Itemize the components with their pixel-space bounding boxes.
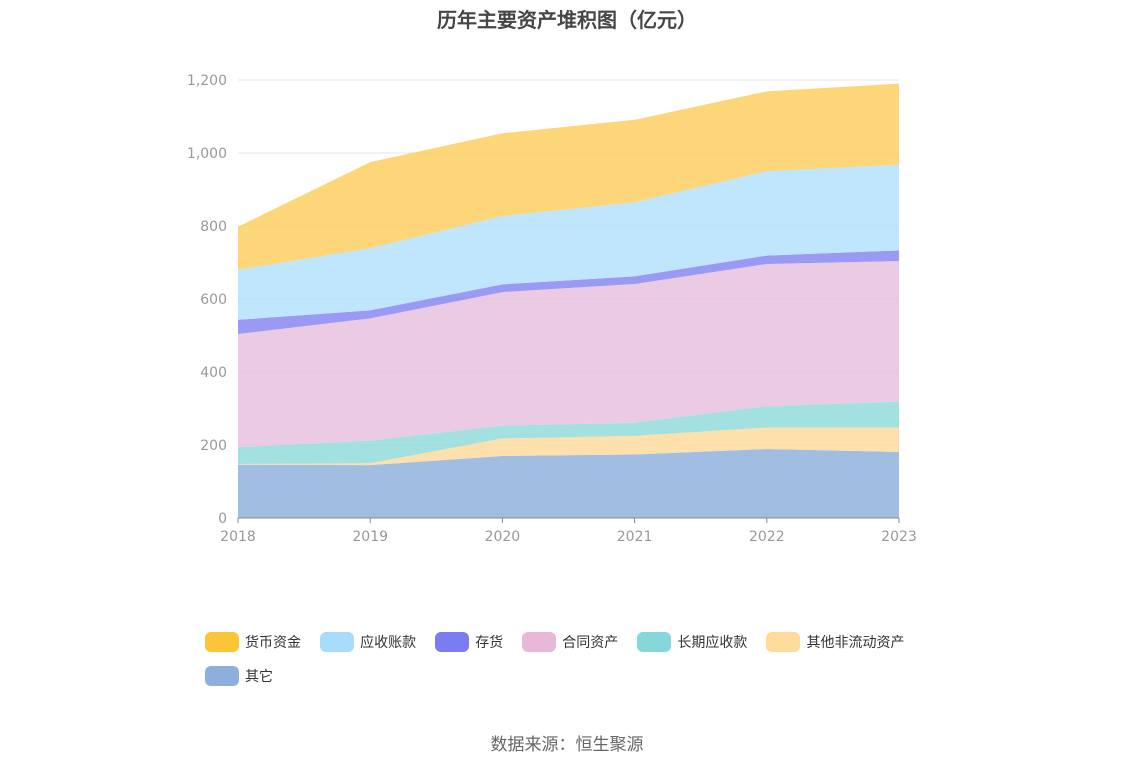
legend-item-contract-assets[interactable]: 合同资产	[522, 630, 618, 654]
area-series-5	[238, 164, 899, 320]
legend-label: 长期应收款	[677, 635, 748, 651]
legend-swatch	[320, 632, 355, 652]
y-tick-label: 0	[218, 511, 227, 527]
data-source: 数据来源：恒生聚源	[490, 735, 644, 755]
legend-swatch	[205, 632, 239, 652]
legend-item-other-noncurrent[interactable]: 其他非流动资产	[766, 630, 904, 654]
x-tick-label: 2020	[485, 529, 521, 545]
legend-label: 存货	[475, 635, 504, 651]
y-tick-label: 1,200	[187, 73, 227, 89]
x-tick-label: 2021	[617, 529, 653, 545]
area-series-2	[238, 401, 899, 464]
legend-swatch	[637, 632, 672, 652]
y-tick-label: 800	[200, 219, 227, 235]
legend-label: 其它	[245, 669, 273, 685]
y-tick-label: 600	[200, 292, 227, 308]
area-series-0	[238, 449, 899, 518]
stacked-area-chart: 0 200 400 600 800 1,000 1,200 2018 2019 2020 2021 2…	[187, 73, 917, 545]
legend: 货币资金 应收账款 存货 合同资产 长期应收款 其他非流动资产 其它	[205, 630, 965, 698]
x-tick-label: 2022	[749, 529, 785, 545]
area-series-3	[238, 261, 899, 448]
y-tick-label: 1,000	[187, 146, 227, 162]
legend-label: 合同资产	[562, 635, 619, 651]
legend-item-inventory[interactable]: 存货	[435, 630, 503, 654]
y-tick-label: 400	[200, 365, 227, 381]
x-tick-label: 2018	[220, 529, 256, 545]
chart-title: 历年主要资产堆积图（亿元）	[437, 8, 697, 32]
legend-item-long-term-receivables[interactable]: 长期应收款	[637, 630, 747, 654]
legend-item-cash[interactable]: 货币资金	[205, 630, 301, 654]
x-tick-label: 2023	[881, 529, 917, 545]
axis-layer: 0 200 400 600 800 1,000 1,200 2018 2019 2020 2021 2…	[187, 73, 917, 545]
area-series-6	[238, 83, 899, 270]
legend-label: 货币资金	[245, 635, 301, 651]
area-series-4	[238, 250, 899, 335]
y-tick-label: 200	[200, 438, 227, 454]
legend-swatch	[522, 632, 557, 652]
legend-item-receivables[interactable]: 应收账款	[320, 630, 416, 654]
legend-label: 其他非流动资产	[806, 635, 905, 651]
area-series-1	[238, 427, 899, 466]
area-layer	[238, 83, 899, 518]
legend-item-other[interactable]: 其它	[205, 664, 273, 688]
x-tick-label: 2019	[352, 529, 388, 545]
legend-swatch	[205, 666, 239, 686]
legend-label: 应收账款	[360, 635, 417, 651]
legend-swatch	[435, 632, 470, 652]
legend-swatch	[766, 632, 801, 652]
